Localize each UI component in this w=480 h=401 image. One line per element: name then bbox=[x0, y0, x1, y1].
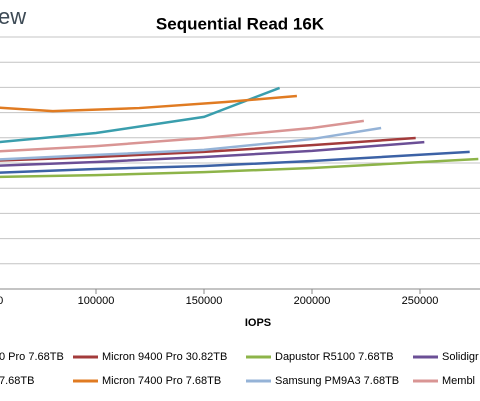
legend-label: 7.68TB bbox=[0, 375, 34, 387]
legend-label: Micron 9400 Pro 30.82TB bbox=[102, 351, 227, 363]
watermark: ew bbox=[0, 4, 26, 29]
series-line bbox=[0, 119, 365, 153]
x-tick-label: 150000 bbox=[186, 295, 223, 307]
legend-label: 0 Pro 7.68TB bbox=[0, 351, 64, 363]
x-tick-label: 50000 bbox=[0, 295, 3, 307]
series-line bbox=[0, 136, 416, 162]
series-line bbox=[0, 140, 425, 167]
chart-title: Sequential Read 16K bbox=[156, 14, 325, 33]
legend-label: Micron 7400 Pro 7.68TB bbox=[102, 375, 221, 387]
x-tick-label: 100000 bbox=[78, 295, 115, 307]
legend-label: Membl bbox=[442, 375, 475, 387]
x-tick-label: 250000 bbox=[402, 295, 439, 307]
legend-label: Dapustor R5100 7.68TB bbox=[275, 351, 394, 363]
series-line bbox=[0, 94, 297, 113]
series-line bbox=[0, 86, 281, 144]
x-tick-label: 200000 bbox=[294, 295, 331, 307]
legend-label: Samsung PM9A3 7.68TB bbox=[275, 375, 399, 387]
x-axis-label: IOPS bbox=[245, 317, 271, 329]
series-line bbox=[0, 157, 479, 179]
legend-label: Solidigr bbox=[442, 351, 479, 363]
series-line bbox=[0, 150, 470, 174]
series-line bbox=[0, 126, 382, 161]
